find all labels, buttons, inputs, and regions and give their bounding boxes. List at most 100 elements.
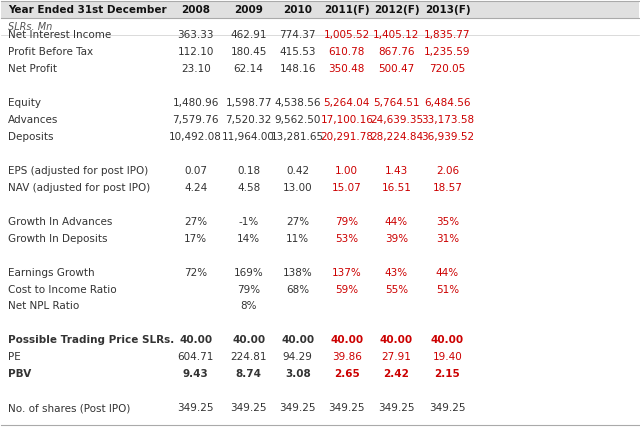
Text: 17,100.16: 17,100.16 bbox=[321, 115, 373, 125]
Text: Growth In Deposits: Growth In Deposits bbox=[8, 233, 108, 244]
Text: 94.29: 94.29 bbox=[283, 352, 312, 362]
Text: 415.53: 415.53 bbox=[280, 47, 316, 57]
Text: 14%: 14% bbox=[237, 233, 260, 244]
Text: 0.42: 0.42 bbox=[286, 166, 309, 176]
Text: 55%: 55% bbox=[385, 284, 408, 295]
Text: 23.10: 23.10 bbox=[181, 64, 211, 74]
Text: 500.47: 500.47 bbox=[378, 64, 415, 74]
Text: 6,484.56: 6,484.56 bbox=[424, 98, 470, 108]
Text: 51%: 51% bbox=[436, 284, 459, 295]
Text: 5,264.04: 5,264.04 bbox=[324, 98, 370, 108]
Text: 180.45: 180.45 bbox=[230, 47, 267, 57]
Text: 9,562.50: 9,562.50 bbox=[275, 115, 321, 125]
Text: 2013(F): 2013(F) bbox=[424, 5, 470, 15]
Text: -1%: -1% bbox=[239, 217, 259, 227]
Text: 349.25: 349.25 bbox=[378, 403, 415, 413]
Text: Net Profit: Net Profit bbox=[8, 64, 57, 74]
Text: Earnings Growth: Earnings Growth bbox=[8, 268, 94, 278]
Text: 27%: 27% bbox=[286, 217, 309, 227]
Text: 27%: 27% bbox=[184, 217, 207, 227]
Text: 2.65: 2.65 bbox=[334, 369, 360, 379]
Text: 4,538.56: 4,538.56 bbox=[275, 98, 321, 108]
Text: 1.43: 1.43 bbox=[385, 166, 408, 176]
Text: 28,224.84: 28,224.84 bbox=[370, 132, 423, 142]
Text: 2.42: 2.42 bbox=[383, 369, 410, 379]
Text: 2010: 2010 bbox=[283, 5, 312, 15]
Text: 36,939.52: 36,939.52 bbox=[421, 132, 474, 142]
Text: 1,405.12: 1,405.12 bbox=[373, 30, 420, 40]
Text: 7,579.76: 7,579.76 bbox=[173, 115, 219, 125]
Text: 720.05: 720.05 bbox=[429, 64, 465, 74]
Text: Net Interest Income: Net Interest Income bbox=[8, 30, 111, 40]
Text: 5,764.51: 5,764.51 bbox=[373, 98, 420, 108]
Text: 137%: 137% bbox=[332, 268, 362, 278]
Text: 44%: 44% bbox=[436, 268, 459, 278]
Text: Deposits: Deposits bbox=[8, 132, 53, 142]
Text: Profit Before Tax: Profit Before Tax bbox=[8, 47, 93, 57]
Text: 27.91: 27.91 bbox=[381, 352, 412, 362]
Text: NAV (adjusted for post IPO): NAV (adjusted for post IPO) bbox=[8, 183, 150, 193]
Text: 19.40: 19.40 bbox=[433, 352, 462, 362]
Text: 53%: 53% bbox=[335, 233, 358, 244]
Text: 4.58: 4.58 bbox=[237, 183, 260, 193]
Text: 39.86: 39.86 bbox=[332, 352, 362, 362]
Text: 39%: 39% bbox=[385, 233, 408, 244]
Text: PE: PE bbox=[8, 352, 20, 362]
Text: 40.00: 40.00 bbox=[232, 335, 265, 346]
Text: 40.00: 40.00 bbox=[330, 335, 364, 346]
Text: 774.37: 774.37 bbox=[280, 30, 316, 40]
Text: 2008: 2008 bbox=[181, 5, 211, 15]
Text: 2012(F): 2012(F) bbox=[374, 5, 419, 15]
Text: 3.08: 3.08 bbox=[285, 369, 310, 379]
Text: 138%: 138% bbox=[283, 268, 312, 278]
Text: 20,291.78: 20,291.78 bbox=[320, 132, 373, 142]
Text: 59%: 59% bbox=[335, 284, 358, 295]
Text: 62.14: 62.14 bbox=[234, 64, 264, 74]
Text: 11%: 11% bbox=[286, 233, 309, 244]
Text: 610.78: 610.78 bbox=[328, 47, 365, 57]
Text: 4.24: 4.24 bbox=[184, 183, 207, 193]
Text: 9.43: 9.43 bbox=[183, 369, 209, 379]
Text: SLRs. Mn: SLRs. Mn bbox=[8, 22, 52, 32]
Text: 1,005.52: 1,005.52 bbox=[324, 30, 370, 40]
Text: Growth In Advances: Growth In Advances bbox=[8, 217, 112, 227]
Text: 16.51: 16.51 bbox=[381, 183, 412, 193]
Text: 112.10: 112.10 bbox=[177, 47, 214, 57]
Text: 13,281.65: 13,281.65 bbox=[271, 132, 324, 142]
Text: 40.00: 40.00 bbox=[281, 335, 314, 346]
Text: 18.57: 18.57 bbox=[433, 183, 462, 193]
Text: 8%: 8% bbox=[241, 302, 257, 311]
Text: 17%: 17% bbox=[184, 233, 207, 244]
Text: EPS (adjusted for post IPO): EPS (adjusted for post IPO) bbox=[8, 166, 148, 176]
Text: 13.00: 13.00 bbox=[283, 183, 312, 193]
Text: Net NPL Ratio: Net NPL Ratio bbox=[8, 302, 79, 311]
Text: 31%: 31% bbox=[436, 233, 459, 244]
Text: 40.00: 40.00 bbox=[179, 335, 212, 346]
Text: 8.74: 8.74 bbox=[236, 369, 262, 379]
Text: 7,520.32: 7,520.32 bbox=[225, 115, 272, 125]
Text: 1,480.96: 1,480.96 bbox=[173, 98, 219, 108]
Text: 349.25: 349.25 bbox=[177, 403, 214, 413]
Text: 363.33: 363.33 bbox=[177, 30, 214, 40]
Text: 349.25: 349.25 bbox=[328, 403, 365, 413]
Text: 224.81: 224.81 bbox=[230, 352, 267, 362]
Text: 349.25: 349.25 bbox=[230, 403, 267, 413]
Text: Cost to Income Ratio: Cost to Income Ratio bbox=[8, 284, 116, 295]
Text: Advances: Advances bbox=[8, 115, 58, 125]
Text: No. of shares (Post IPO): No. of shares (Post IPO) bbox=[8, 403, 130, 413]
Text: 1,235.59: 1,235.59 bbox=[424, 47, 470, 57]
Text: 349.25: 349.25 bbox=[280, 403, 316, 413]
Text: 15.07: 15.07 bbox=[332, 183, 362, 193]
Text: 24,639.35: 24,639.35 bbox=[370, 115, 423, 125]
Text: 2009: 2009 bbox=[234, 5, 263, 15]
Text: 1,835.77: 1,835.77 bbox=[424, 30, 470, 40]
Text: 43%: 43% bbox=[385, 268, 408, 278]
Text: 35%: 35% bbox=[436, 217, 459, 227]
Text: 349.25: 349.25 bbox=[429, 403, 466, 413]
Text: 44%: 44% bbox=[385, 217, 408, 227]
Text: 79%: 79% bbox=[237, 284, 260, 295]
Text: 68%: 68% bbox=[286, 284, 309, 295]
Text: 40.00: 40.00 bbox=[380, 335, 413, 346]
Text: 867.76: 867.76 bbox=[378, 47, 415, 57]
Text: Year Ended 31st December: Year Ended 31st December bbox=[8, 5, 166, 15]
